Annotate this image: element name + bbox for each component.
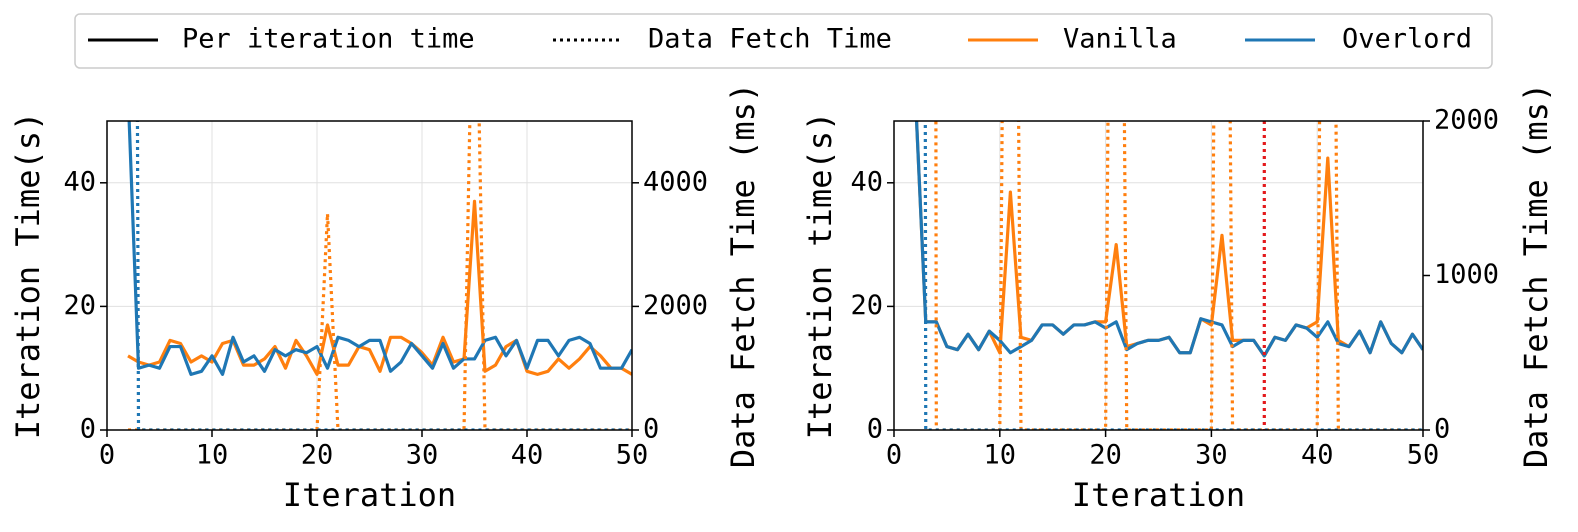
x-tick-label: 40	[511, 440, 544, 471]
y-tick-label: 20	[63, 290, 96, 321]
legend-label: Vanilla	[1063, 24, 1177, 55]
y2-tick-label: 2000	[643, 290, 708, 321]
iteration-line	[127, 199, 632, 376]
x-axis-label: Iteration	[283, 476, 456, 514]
y2-tick-label: 1000	[1434, 259, 1499, 290]
x-tick-label: 10	[196, 440, 229, 471]
y-tick-label: 40	[850, 166, 883, 197]
y-tick-label: 40	[63, 166, 96, 197]
y2-tick-label: 0	[1434, 414, 1450, 445]
legend-label: Overlord	[1342, 24, 1472, 55]
x-tick-label: 0	[99, 440, 115, 471]
y2-tick-label: 0	[643, 414, 659, 445]
y2-tick-label: 4000	[643, 166, 708, 197]
x-tick-label: 20	[1089, 440, 1122, 471]
iteration-line	[127, 121, 632, 376]
plot-area	[914, 121, 1423, 430]
x-axis-label: Iteration	[1072, 476, 1245, 514]
x-tick-label: 0	[886, 440, 902, 471]
x-tick-label: 30	[1195, 440, 1228, 471]
axes-frame	[893, 120, 1424, 431]
y-axis-label: Iteration time(s)	[801, 112, 839, 440]
x-tick-label: 40	[1301, 440, 1334, 471]
x-tick-label: 50	[1407, 440, 1440, 471]
y2-axis-label: Data Fetch Time (ms)	[724, 83, 762, 468]
y-tick-label: 0	[80, 414, 96, 445]
iteration-line	[914, 121, 1423, 358]
x-tick-label: 20	[301, 440, 334, 471]
y2-axis-label: Data Fetch Time (ms)	[1517, 83, 1555, 468]
x-tick-label: 10	[984, 440, 1017, 471]
y-axis-label: Iteration Time(s)	[9, 112, 47, 440]
plot-area	[127, 121, 632, 430]
y-tick-label: 0	[867, 414, 883, 445]
y2-tick-label: 2000	[1434, 105, 1499, 136]
y-tick-label: 20	[850, 290, 883, 321]
legend-box	[74, 13, 1493, 69]
iteration-line	[914, 121, 1423, 358]
x-tick-label: 30	[406, 440, 439, 471]
x-tick-label: 50	[616, 440, 649, 471]
axes-frame	[106, 120, 633, 431]
legend-label: Data Fetch Time	[648, 24, 892, 55]
legend-label: Per iteration time	[182, 24, 475, 55]
